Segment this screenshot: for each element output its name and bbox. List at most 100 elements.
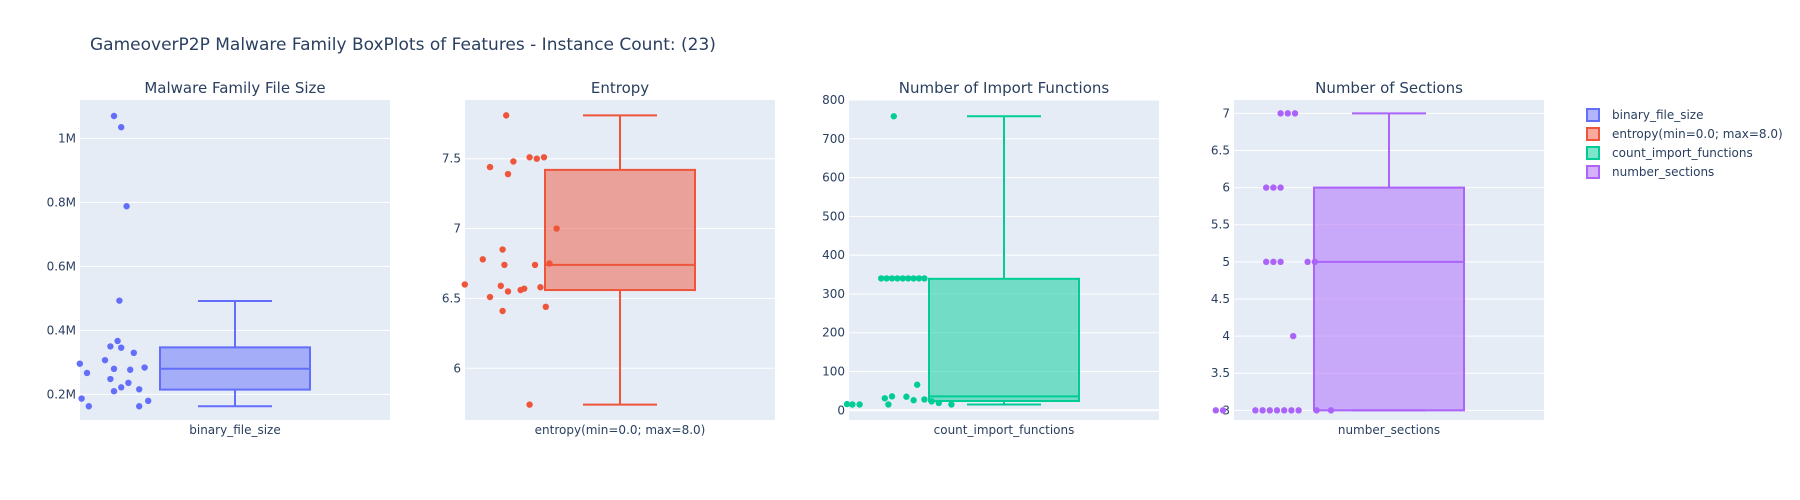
data-point <box>136 386 143 393</box>
data-point <box>910 275 917 282</box>
data-point <box>1277 184 1284 191</box>
x-category-label: count_import_functions <box>934 423 1075 437</box>
y-tick-label: 200 <box>822 326 845 340</box>
data-point <box>517 286 524 294</box>
data-point <box>1259 407 1266 414</box>
data-point <box>1263 258 1270 266</box>
y-tick-label: 600 <box>822 171 845 185</box>
data-point <box>537 284 544 291</box>
data-point <box>546 260 553 267</box>
data-point <box>1270 258 1277 266</box>
data-point <box>914 381 921 388</box>
data-point <box>1311 258 1319 266</box>
data-point <box>910 397 917 404</box>
data-point <box>136 403 143 410</box>
data-point <box>1313 407 1320 414</box>
data-point <box>915 275 923 282</box>
data-point <box>499 307 506 315</box>
legend-label: binary_file_size <box>1612 108 1704 122</box>
data-point <box>118 384 125 391</box>
subplot-3: 0 100 200 300 400 500 600 700 800 Number of Impor… <box>822 79 1159 437</box>
data-point <box>101 356 109 364</box>
y-tick-label: 400 <box>822 248 845 262</box>
data-point <box>843 400 851 408</box>
data-point <box>486 293 494 301</box>
data-point <box>118 344 125 351</box>
data-point <box>905 275 912 282</box>
data-point <box>110 388 118 395</box>
subplot-title: Entropy <box>591 79 649 97</box>
data-point <box>110 112 118 120</box>
y-tick-label: 500 <box>822 209 845 223</box>
legend-swatch <box>1586 165 1600 179</box>
data-point <box>510 158 517 165</box>
data-point <box>890 113 897 120</box>
data-point <box>85 403 93 410</box>
y-tick-label: 300 <box>822 287 845 301</box>
data-point <box>540 154 548 161</box>
legend: binary_file_size entropy(min=0.0; max=8.0… <box>1586 108 1783 179</box>
legend-label: count_import_functions <box>1612 146 1753 160</box>
data-point <box>461 281 468 288</box>
y-tick-label: 0 <box>837 403 845 417</box>
iqr-box <box>928 277 1080 402</box>
subplot-title: Malware Family File Size <box>144 79 325 97</box>
data-point <box>125 379 132 387</box>
y-tick-label: 6 <box>1222 181 1230 195</box>
data-point <box>78 395 85 402</box>
data-point <box>885 401 892 408</box>
data-point <box>1277 110 1284 117</box>
data-point <box>526 401 533 408</box>
data-point <box>533 155 540 162</box>
data-point <box>127 366 134 373</box>
data-point <box>145 397 152 404</box>
legend-item[interactable]: number_sections <box>1586 165 1714 179</box>
data-point <box>948 401 955 408</box>
legend-label: entropy(min=0.0; max=8.0) <box>1612 127 1783 141</box>
subplot-2: 6 6.5 7 7.5 Entropy entropy(min=0.0; max=8.0) <box>442 79 775 437</box>
y-tick-label: 4.5 <box>1211 292 1230 306</box>
data-point <box>1291 110 1299 117</box>
data-point <box>1273 407 1281 414</box>
data-point <box>921 396 928 403</box>
data-point <box>1288 407 1295 414</box>
data-point <box>503 112 510 119</box>
data-point <box>499 246 506 253</box>
data-point <box>878 275 885 282</box>
data-point <box>1266 407 1274 414</box>
data-point <box>531 261 539 269</box>
data-point <box>856 401 863 408</box>
y-tick-label: 3.5 <box>1211 366 1230 380</box>
y-tick-label: 5.5 <box>1211 218 1230 232</box>
y-tick-label: 0.2M <box>47 387 76 401</box>
legend-item[interactable]: entropy(min=0.0; max=8.0) <box>1586 127 1783 141</box>
iqr-box <box>544 168 696 292</box>
subplot-1: 0.2M 0.4M 0.6M 0.8M 1M Malware Family File Si… <box>47 79 390 437</box>
data-point <box>118 124 125 131</box>
subplot-title: Number of Import Functions <box>899 79 1110 97</box>
data-point <box>497 282 504 290</box>
data-point <box>935 399 942 407</box>
data-point <box>107 343 114 350</box>
legend-item[interactable]: binary_file_size <box>1586 108 1704 122</box>
data-point <box>1295 407 1302 414</box>
legend-item[interactable]: count_import_functions <box>1586 146 1753 160</box>
legend-swatch <box>1586 146 1600 160</box>
y-tick-label: 7.5 <box>442 152 461 166</box>
data-point <box>1263 184 1270 191</box>
data-point <box>83 369 91 377</box>
x-category-label: entropy(min=0.0; max=8.0) <box>535 423 706 437</box>
y-tick-label: 0.8M <box>47 195 76 209</box>
x-category-label: number_sections <box>1338 423 1440 437</box>
data-point <box>141 364 148 371</box>
data-point <box>881 395 888 402</box>
data-point <box>1290 332 1297 340</box>
figure-title: GameoverP2P Malware Family BoxPlots of F… <box>90 35 716 55</box>
subplot-title: Number of Sections <box>1315 79 1463 97</box>
data-point <box>542 303 549 311</box>
y-tick-label: 4 <box>1222 329 1230 343</box>
y-tick-label: 7 <box>453 222 461 236</box>
data-point <box>504 288 512 295</box>
data-point <box>110 365 118 372</box>
data-point <box>486 163 494 171</box>
